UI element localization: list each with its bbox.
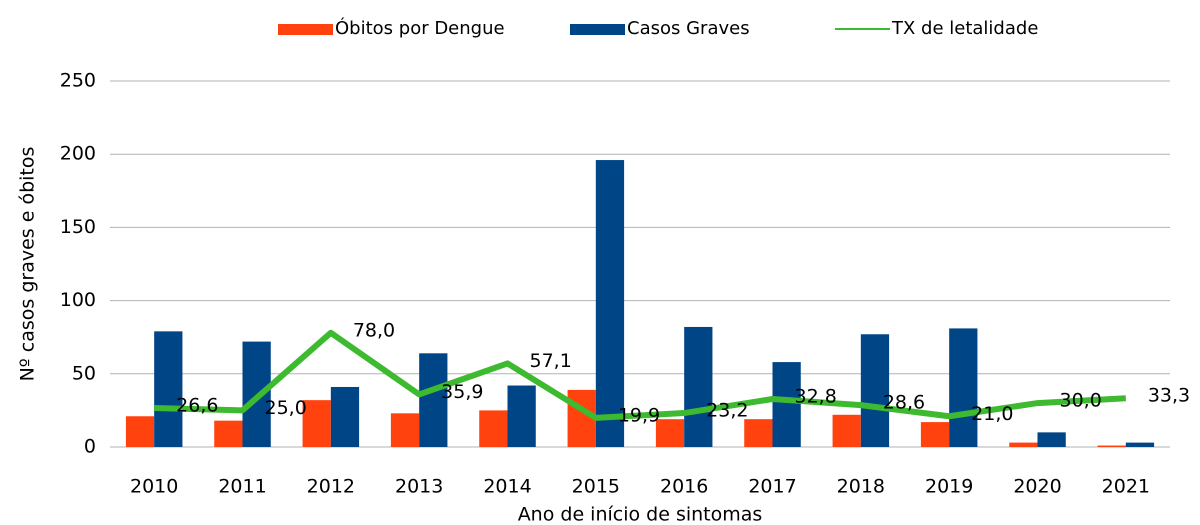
bar xyxy=(949,328,978,447)
legend-label: Casos Graves xyxy=(627,18,750,39)
bar xyxy=(154,331,183,447)
bar xyxy=(419,353,448,447)
bar xyxy=(214,420,243,447)
y-axis-title: Nº casos graves e óbitos xyxy=(17,147,39,382)
data-label: 26,6 xyxy=(176,395,218,417)
legend-swatch xyxy=(278,24,333,35)
bar xyxy=(920,422,950,447)
y-tick-label: 250 xyxy=(60,70,96,92)
data-label: 19,9 xyxy=(618,404,660,426)
y-tick-label: 50 xyxy=(72,362,96,384)
y-tick-label: 200 xyxy=(60,143,96,165)
bar xyxy=(302,400,331,447)
data-label: 78,0 xyxy=(353,319,395,341)
x-tick-label: 2015 xyxy=(572,476,620,498)
x-tick-label: 2021 xyxy=(1102,476,1150,498)
x-tick-label: 2011 xyxy=(218,476,266,498)
line xyxy=(154,329,1126,421)
x-tick-label: 2013 xyxy=(395,476,443,498)
x-axis-title: Ano de início de sintomas xyxy=(518,504,763,525)
data-label: 57,1 xyxy=(530,350,572,372)
y-tick-label: 100 xyxy=(60,289,96,311)
x-tick-label: 2020 xyxy=(1013,476,1061,498)
bar xyxy=(1009,442,1038,447)
bar xyxy=(772,362,801,447)
legend-swatch xyxy=(570,24,625,35)
bar xyxy=(390,413,420,447)
bar xyxy=(330,386,360,447)
bar xyxy=(655,419,685,447)
x-tick-label: 2017 xyxy=(748,476,796,498)
x-tick-label: 2014 xyxy=(483,476,531,498)
data-label: 33,3 xyxy=(1148,385,1190,407)
data-label: 25,0 xyxy=(265,397,307,419)
y-tick-label: 0 xyxy=(84,436,96,458)
x-tick-label: 2018 xyxy=(837,476,885,498)
data-label: 35,9 xyxy=(441,381,483,403)
bar xyxy=(595,160,625,447)
x-tick-label: 2012 xyxy=(307,476,355,498)
bar xyxy=(1097,445,1126,447)
y-tick-label: 150 xyxy=(60,216,96,238)
bar xyxy=(744,419,773,447)
x-tick-label: 2019 xyxy=(925,476,973,498)
data-label: 21,0 xyxy=(971,403,1013,425)
bar xyxy=(860,334,890,447)
data-label: 23,2 xyxy=(706,400,748,422)
bar xyxy=(1037,432,1066,447)
data-label: 28,6 xyxy=(883,392,925,414)
bar xyxy=(832,414,861,447)
bar xyxy=(125,416,155,447)
bar xyxy=(1125,442,1155,447)
bar xyxy=(479,410,508,447)
data-label: 32,8 xyxy=(795,385,837,407)
data-label: 30,0 xyxy=(1060,390,1102,412)
bar xyxy=(684,326,713,447)
legend-label: TX de letalidade xyxy=(891,18,1038,39)
legend-label: Óbitos por Dengue xyxy=(335,17,505,39)
x-tick-label: 2010 xyxy=(130,476,178,498)
x-tick-label: 2016 xyxy=(660,476,708,498)
bar xyxy=(507,385,536,447)
